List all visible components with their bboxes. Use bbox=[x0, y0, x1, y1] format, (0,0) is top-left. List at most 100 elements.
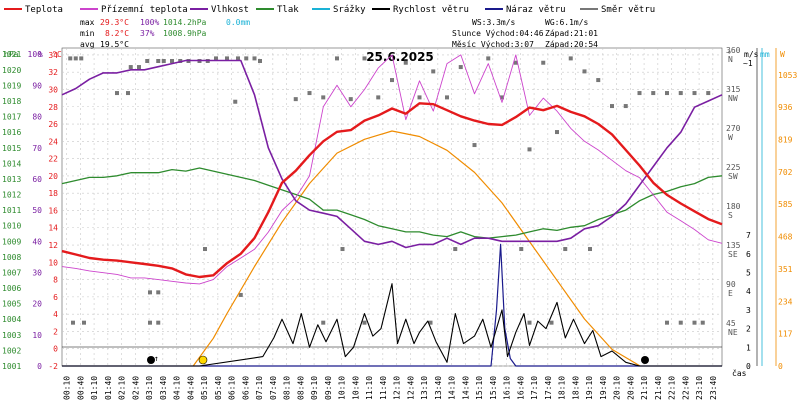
temp-tick-label: 22 bbox=[48, 155, 58, 164]
pct-tick-label: 30 bbox=[32, 268, 42, 277]
hpa-tick-label: 1020 bbox=[2, 66, 21, 75]
hpa-tick-label: 1016 bbox=[2, 128, 21, 137]
solar-tick-label: 936 bbox=[778, 103, 793, 112]
moonrise-arrow: ↑ bbox=[154, 354, 159, 363]
temp-tick-label: 2 bbox=[53, 327, 58, 336]
wind-direction-point bbox=[692, 320, 697, 325]
time-tick-label: 15:40 bbox=[489, 376, 498, 400]
stat-max-temp: 29.3°C bbox=[100, 18, 129, 27]
wind-direction-point bbox=[472, 143, 477, 148]
stat-max-hum: 100% bbox=[140, 18, 159, 27]
temp-tick-label: 32 bbox=[48, 68, 58, 77]
series-line-naraz-vetru bbox=[62, 243, 722, 367]
wind-direction-point bbox=[588, 247, 592, 252]
wind-direction-point bbox=[137, 65, 141, 70]
wind-direction-point bbox=[170, 58, 174, 63]
time-tick-label: 09:10 bbox=[310, 376, 319, 400]
dir-tick-compass: E bbox=[728, 289, 733, 298]
time-tick-label: 21:40 bbox=[654, 376, 663, 400]
series-line-tlak bbox=[61, 167, 723, 239]
time-tick-label: 08:10 bbox=[283, 376, 292, 400]
sunset: Západ:21:01 bbox=[545, 29, 598, 38]
wind-direction-point bbox=[348, 97, 353, 102]
wind-direction-point bbox=[258, 58, 262, 63]
time-tick-label: 04:40 bbox=[186, 376, 195, 400]
wind-direction-point bbox=[519, 247, 524, 252]
legend-label-naraz-vetru: Náraz větru bbox=[506, 5, 566, 15]
wind-direction-point bbox=[445, 95, 449, 100]
wind-direction-point bbox=[126, 91, 130, 96]
moonset-marker bbox=[641, 356, 649, 364]
series-line-slunecni-zareni bbox=[192, 130, 641, 367]
time-tick-label: 13:10 bbox=[420, 376, 429, 400]
pct-tick-label: 0 bbox=[37, 362, 42, 371]
temp-tick-label: 20 bbox=[48, 172, 58, 181]
wind-direction-point bbox=[148, 320, 152, 325]
pct-tick-label: 60 bbox=[32, 175, 42, 184]
stat-max-label: max bbox=[80, 18, 95, 27]
legend-label-tlak: Tlak bbox=[277, 5, 299, 15]
legend-label-rychlost-vetru: Rychlost větru bbox=[393, 5, 469, 15]
wind-tick-label: 7 bbox=[746, 231, 751, 240]
stats-block: max 29.3°C 100% 1014.2hPa 0.0mm min 8.2°… bbox=[80, 18, 250, 49]
wind-direction-point bbox=[513, 60, 518, 65]
dir-tick-compass: NW bbox=[728, 94, 738, 103]
legend-label-smer-vetru: Směr větru bbox=[601, 5, 655, 15]
time-tick-label: 00:10 bbox=[63, 376, 72, 400]
wind-direction-point bbox=[145, 58, 150, 63]
stat-min-temp: 8.2°C bbox=[105, 29, 129, 38]
stat-max-rain: 0.0mm bbox=[226, 18, 250, 27]
wind-direction-point bbox=[678, 320, 683, 325]
sunrise-marker bbox=[198, 355, 208, 365]
time-tick-label: 18:10 bbox=[558, 376, 567, 400]
dir-tick-degree: 135 bbox=[726, 241, 741, 250]
hpa-tick-label: 1021 bbox=[2, 50, 21, 59]
time-tick-label: 10:40 bbox=[351, 376, 360, 400]
time-tick-label: 01:10 bbox=[90, 376, 99, 400]
wind-direction-point bbox=[390, 78, 394, 83]
wind-direction-point bbox=[637, 91, 642, 96]
temp-tick-label: 14 bbox=[48, 224, 58, 233]
time-tick-label: 21:10 bbox=[640, 376, 649, 400]
time-tick-label: 19:40 bbox=[599, 376, 608, 400]
plot-area bbox=[61, 47, 723, 367]
hpa-tick-label: 1006 bbox=[2, 284, 21, 293]
temp-tick-label: 34 bbox=[48, 51, 58, 60]
stat-min-press: 1008.9hPa bbox=[163, 29, 207, 38]
dir-tick-degree: 360 bbox=[726, 46, 741, 55]
wind-direction-point bbox=[79, 56, 84, 61]
time-tick-label: 12:40 bbox=[406, 376, 415, 400]
wind-direction-point bbox=[82, 320, 86, 325]
hpa-tick-label: 1002 bbox=[2, 346, 21, 355]
legend-label-prizemni-teplota: Přízemní teplota bbox=[101, 5, 188, 15]
dir-tick-compass: SW bbox=[728, 172, 738, 181]
wind-direction-point bbox=[128, 65, 133, 70]
solar-tick-label: 1053 bbox=[778, 71, 797, 80]
time-tick-label: 19:10 bbox=[585, 376, 594, 400]
time-tick-label: 20:10 bbox=[613, 376, 622, 400]
axis-label-solar: W bbox=[780, 50, 785, 59]
wind-direction-point bbox=[68, 56, 73, 61]
wind-direction-point bbox=[236, 56, 240, 61]
wind-tick-label: 3 bbox=[746, 306, 751, 315]
wind-direction-point bbox=[500, 95, 504, 100]
solar-tick-label: 0 bbox=[778, 362, 783, 371]
stat-avg-temp: 19.5°C bbox=[100, 40, 129, 49]
sunrise: Slunce Východ:04:46 bbox=[452, 29, 544, 38]
hpa-tick-label: 1004 bbox=[2, 315, 21, 324]
dir-tick-degree: 315 bbox=[726, 85, 741, 94]
wind-direction-point bbox=[238, 292, 243, 297]
axis-label-temp: °C bbox=[52, 50, 62, 59]
wind-direction-point bbox=[431, 69, 436, 74]
axis-wind-top-label: ~1 bbox=[743, 59, 753, 68]
time-tick-label: 05:10 bbox=[200, 376, 209, 400]
legend-label-teplota: Teplota bbox=[25, 5, 63, 15]
wind-direction-point bbox=[706, 91, 711, 96]
series-line-teplota bbox=[61, 102, 723, 279]
chart-title: 25.6.2025 bbox=[366, 50, 434, 64]
wind-direction-point bbox=[403, 60, 408, 65]
legend-label-srazky: Srážky bbox=[333, 5, 366, 15]
wind-direction-point bbox=[458, 65, 463, 70]
time-tick-label: 04:10 bbox=[173, 376, 182, 400]
